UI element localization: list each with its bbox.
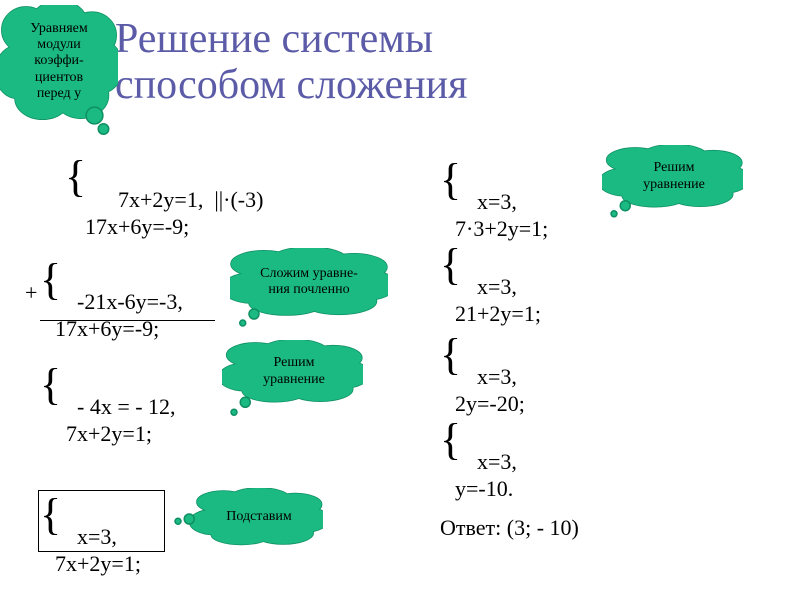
callout-label: Решим уравнение xyxy=(229,344,359,399)
plus-sign: + xyxy=(25,280,37,306)
eq-step4-line1: х=3, xyxy=(77,524,117,549)
brace-icon: { xyxy=(65,155,86,199)
slide-stage: Решение системы способом сложения Уравня… xyxy=(0,0,800,600)
title-line2: способом сложения xyxy=(115,62,467,108)
eq-step1-line2: 17х+6у=-9; xyxy=(85,214,189,239)
eq-step1-line1: 7х+2у=1, ||·(-3) xyxy=(107,187,263,212)
callout-label: Решим уравнение xyxy=(609,149,739,204)
callout-level-coefficients: Уравняем модули коэффи- циентов перед у xyxy=(0,5,118,141)
eq-step6-line1: х=3, xyxy=(477,274,517,299)
page-title: Решение системы способом сложения xyxy=(115,16,467,108)
eq-step7-line2: 2у=-20; xyxy=(455,391,525,416)
callout-solve-equation-1: Решим уравнение xyxy=(222,340,363,424)
eq-step8-line2: у=-10. xyxy=(455,476,513,501)
eq-step5-line1: х=3, xyxy=(477,189,517,214)
eq-step6-line2: 21+2у=1; xyxy=(455,301,541,326)
callout-add-equations: Сложим уравне- ния почленно xyxy=(230,248,388,335)
summation-line xyxy=(40,320,215,321)
answer-text: Ответ: (3; - 10) xyxy=(440,515,579,541)
eq-step8-line1: х=3, xyxy=(477,449,517,474)
title-line1: Решение системы xyxy=(115,16,433,62)
eq-step4-line2: 7х+2у=1; xyxy=(55,551,141,576)
system-step4: х=3, 7х+2у=1; xyxy=(55,495,141,600)
callout-solve-equation-2: Решим уравнение xyxy=(602,145,743,226)
callout-substitute: Подставим xyxy=(166,488,323,546)
callout-label: Сложим уравне- ния почленно xyxy=(234,252,384,312)
eq-step2-line1: -21х-6у=-3, xyxy=(77,289,183,314)
callout-label: Уравняем модули коэффи- циентов перед у xyxy=(4,9,114,114)
system-step8: х=3, у=-10. xyxy=(455,420,517,530)
eq-step5-line2: 7·3+2у=1; xyxy=(455,216,548,241)
system-step3: - 4х = - 12, 7х+2у=1; xyxy=(55,365,176,475)
eq-step7-line1: х=3, xyxy=(477,364,517,389)
callout-label: Подставим xyxy=(199,492,319,542)
eq-step3-line2: 7х+2у=1; xyxy=(55,421,152,446)
system-step2: -21х-6у=-3, 17х+6у=-9; xyxy=(55,260,183,370)
eq-step3-line1: - 4х = - 12, xyxy=(77,394,176,419)
